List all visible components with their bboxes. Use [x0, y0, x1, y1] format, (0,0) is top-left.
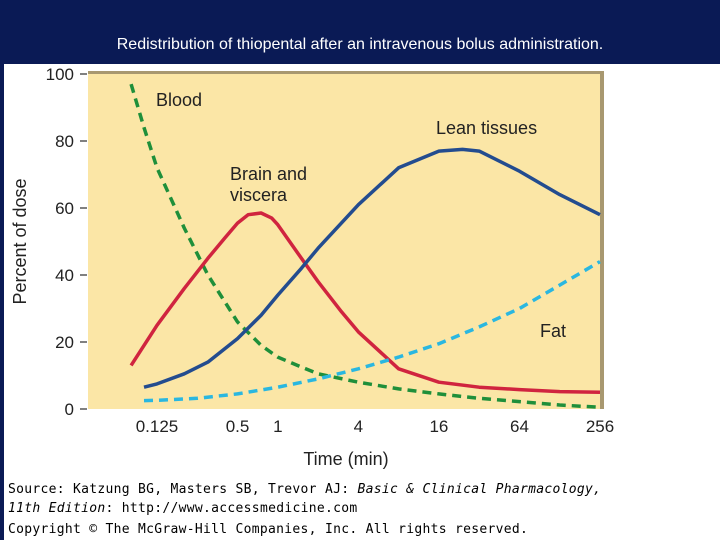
source-prefix: Source: Katzung BG, Masters SB, Trevor A… [8, 482, 358, 497]
copyright-line: Copyright © The McGraw-Hill Companies, I… [8, 522, 528, 537]
series-label-brain-and-viscera: Brain and [230, 164, 307, 184]
copyright-text: Copyright © The McGraw-Hill Companies, I… [8, 522, 529, 537]
x-tick-label: 16 [429, 417, 448, 436]
series-label-lean-tissues: Lean tissues [436, 118, 537, 138]
source-edition: 11th Edition [8, 501, 106, 516]
slide-title: Redistribution of thiopental after an in… [116, 36, 604, 53]
x-tick-label: 64 [510, 417, 529, 436]
x-tick-label: 0.5 [226, 417, 250, 436]
chart: 0 20 40 60 80 100 0.125 0.5 1 4 16 64 256 Time (min) P… [10, 65, 614, 469]
x-axis-label: Time (min) [303, 449, 388, 469]
y-tick-label: 60 [55, 199, 74, 218]
source-book-title: Basic & Clinical Pharmacology, [357, 482, 602, 497]
source-line-1: Source: Katzung BG, Masters SB, Trevor A… [8, 482, 601, 497]
source-url: : http://www.accessmedicine.com [105, 501, 358, 516]
series-line-lean-tissues [143, 147, 601, 389]
series-label-fat: Fat [540, 321, 566, 341]
y-tick-label: 0 [65, 400, 74, 419]
x-tick-label: 1 [273, 417, 282, 436]
y-axis-label: Percent of dose [10, 178, 30, 304]
series-label-blood: Blood [156, 90, 202, 110]
y-tick-label: 40 [55, 266, 74, 285]
series-line-fat [143, 260, 601, 403]
y-tick-label: 80 [55, 132, 74, 151]
plot-area [88, 74, 600, 409]
plot-top-border [88, 71, 604, 74]
source-line-2: 11th Edition: http://www.accessmedicine.… [8, 501, 357, 516]
series-label-brain-and-viscera: viscera [230, 185, 288, 205]
x-tick-label: 0.125 [136, 417, 179, 436]
series-line-brain-and-viscera [129, 211, 601, 395]
x-tick-label: 256 [586, 417, 614, 436]
y-tick-label: 100 [46, 65, 74, 84]
slide-content: 0 20 40 60 80 100 0.125 0.5 1 4 16 64 256 Time (min) P… [4, 64, 720, 540]
y-tick-label: 20 [55, 333, 74, 352]
x-tick-label: 4 [354, 417, 363, 436]
plot-right-border [600, 71, 604, 409]
